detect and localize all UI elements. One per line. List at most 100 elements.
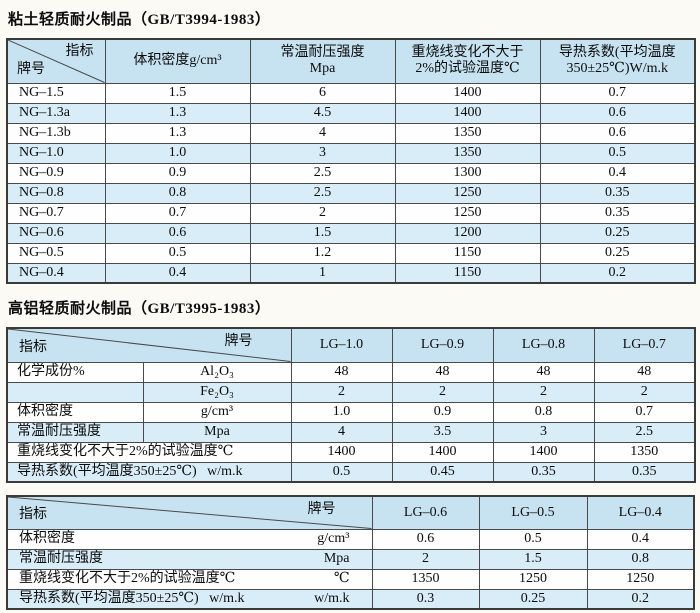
value-cell: 1400 [391, 441, 494, 463]
value-cell: 2 [593, 381, 696, 403]
value-cell: 0.35 [593, 461, 696, 483]
table-row: NG–0.7 0.7 2 1250 0.35 [6, 202, 696, 224]
indicator-label: 常温耐压强度 [19, 550, 103, 566]
value-cell: 1.5 [478, 548, 588, 570]
value-cell: 2 [290, 381, 393, 403]
value-cell: 0.35 [492, 461, 595, 483]
value-cell: 2 [391, 381, 494, 403]
value-cell: 3 [492, 421, 595, 443]
high-alumina-table-b: 指标 牌号 LG–0.6 LG–0.5 LG–0.4 体积密度 g/cm³ 0.6… [6, 495, 695, 610]
value-cell: 0.9 [391, 401, 494, 423]
value-cell: 0.9 [104, 162, 251, 184]
corner-indicator-label: 指标 [19, 507, 47, 523]
value-cell: 1.2 [249, 242, 396, 264]
value-cell: 2 [492, 381, 595, 403]
indicator-label-cell: 常温耐压强度 [6, 421, 144, 443]
indicator-label: 导热系数(平均温度350±25℃) w/m.k [19, 590, 245, 606]
header-line: 2%的试验温度℃ [415, 61, 520, 77]
table-header-row: 指标 牌号 LG–1.0 LG–0.9 LG–0.8 LG–0.7 [6, 327, 696, 363]
value-cell: 0.2 [586, 588, 695, 610]
value-cell: 1250 [394, 182, 541, 204]
value-cell: 0.6 [539, 122, 696, 144]
value-cell: 48 [492, 361, 595, 383]
grade-column-header: LG–0.7 [593, 327, 696, 363]
grade-column-header: LG–0.5 [478, 495, 588, 530]
corner-header-cell: 指标 牌号 [6, 327, 292, 363]
value-cell: 1350 [371, 568, 480, 590]
value-cell: 0.8 [586, 548, 695, 570]
value-cell: 1300 [394, 162, 541, 184]
value-cell: 0.7 [539, 82, 696, 104]
grade-column-header: LG–1.0 [290, 327, 393, 363]
table-row: NG–0.6 0.6 1.5 1200 0.25 [6, 222, 696, 244]
value-cell: 1150 [394, 242, 541, 264]
column-header-density: 体积密度g/cm³ [104, 38, 251, 84]
diagonal-divider-icon [8, 329, 291, 362]
value-cell: 0.35 [539, 182, 696, 204]
unit-label: g/cm³ [317, 530, 350, 546]
grade-column-header: LG–0.9 [391, 327, 494, 363]
header-line: 350±25℃)W/m.k [566, 61, 669, 77]
value-cell: 1250 [478, 568, 588, 590]
unit-cell: g/cm³ [142, 401, 292, 423]
unit-label: Mpa [323, 550, 350, 566]
table-header-row: 指标 牌号 LG–0.6 LG–0.5 LG–0.4 [6, 495, 695, 530]
unit-cell: Mpa [142, 421, 292, 443]
corner-indicator-label: 指标 [65, 44, 94, 59]
corner-grade-label: 牌号 [17, 62, 45, 78]
table-row: 重烧线变化不大于2%的试验温度℃ 1400 1400 1400 1350 [6, 441, 696, 463]
value-cell: 0.5 [539, 142, 696, 164]
value-cell: 0.6 [539, 102, 696, 124]
grade-cell: NG–0.8 [6, 182, 106, 204]
value-cell: 0.45 [391, 461, 494, 483]
value-cell: 0.35 [539, 202, 696, 224]
table-row: 化学成份% Al₂O₃ 48 48 48 48 [6, 361, 696, 383]
value-cell: 4 [290, 421, 393, 443]
table-row: 重烧线变化不大于2%的试验温度℃ ℃ 1350 1250 1250 [6, 568, 695, 590]
value-cell: 3.5 [391, 421, 494, 443]
value-cell: 1.5 [104, 82, 251, 104]
high-alumina-table-a: 指标 牌号 LG–1.0 LG–0.9 LG–0.8 LG–0.7 化学成份% … [6, 327, 696, 483]
indicator-label-cell [6, 381, 144, 403]
value-cell: 2 [371, 548, 480, 570]
table-row: NG–1.3a 1.3 4.5 1400 0.6 [6, 102, 696, 124]
grade-cell: NG–0.5 [6, 242, 106, 264]
value-cell: 0.2 [539, 262, 696, 284]
corner-indicator-label: 指标 [19, 340, 47, 356]
table-row: 体积密度 g/cm³ 0.6 0.5 0.4 [6, 528, 695, 550]
grade-cell: NG–0.6 [6, 222, 106, 244]
table-header-row: 指标 牌号 体积密度g/cm³ 常温耐压强度 Mpa 重烧线变化不大于 2%的试验温… [6, 38, 696, 84]
table-row: 常温耐压强度 Mpa 4 3.5 3 2.5 [6, 421, 696, 443]
grade-column-header: LG–0.8 [492, 327, 595, 363]
value-cell: 1.3 [104, 122, 251, 144]
section1-title: 粘土轻质耐火制品（GB/T3994-1983） [8, 12, 271, 28]
grade-cell: NG–0.9 [6, 162, 106, 184]
value-cell: 2.5 [249, 162, 396, 184]
value-cell: 4.5 [249, 102, 396, 124]
indicator-label-cell: 体积密度 [6, 401, 144, 423]
value-cell: 1400 [394, 102, 541, 124]
value-cell: 4 [249, 122, 396, 144]
corner-grade-label: 牌号 [307, 502, 336, 517]
indicator-unit-cell: 常温耐压强度 Mpa [6, 548, 373, 570]
value-cell: 0.25 [539, 242, 696, 264]
unit-label: w/m.k [314, 590, 350, 606]
value-cell: 1.0 [104, 142, 251, 164]
value-cell: 48 [290, 361, 393, 383]
indicator-label-cell: 化学成份% [6, 361, 144, 383]
value-cell: 2 [249, 202, 396, 224]
table-row: NG–0.4 0.4 1 1150 0.2 [6, 262, 696, 284]
grade-column-header: LG–0.4 [586, 495, 695, 530]
value-cell: 0.7 [104, 202, 251, 224]
indicator-unit-cell: 重烧线变化不大于2%的试验温度℃ ℃ [6, 568, 373, 590]
grade-cell: NG–1.3a [6, 102, 106, 124]
column-header-reburn-temp: 重烧线变化不大于 2%的试验温度℃ [394, 38, 541, 84]
value-cell: 1.3 [104, 102, 251, 124]
value-cell: 1 [249, 262, 396, 284]
table-row: NG–1.5 1.5 6 1400 0.7 [6, 82, 696, 104]
value-cell: 0.4 [539, 162, 696, 184]
value-cell: 1400 [492, 441, 595, 463]
value-cell: 0.4 [104, 262, 251, 284]
grade-cell: NG–0.4 [6, 262, 106, 284]
table-row: NG–0.9 0.9 2.5 1300 0.4 [6, 162, 696, 184]
